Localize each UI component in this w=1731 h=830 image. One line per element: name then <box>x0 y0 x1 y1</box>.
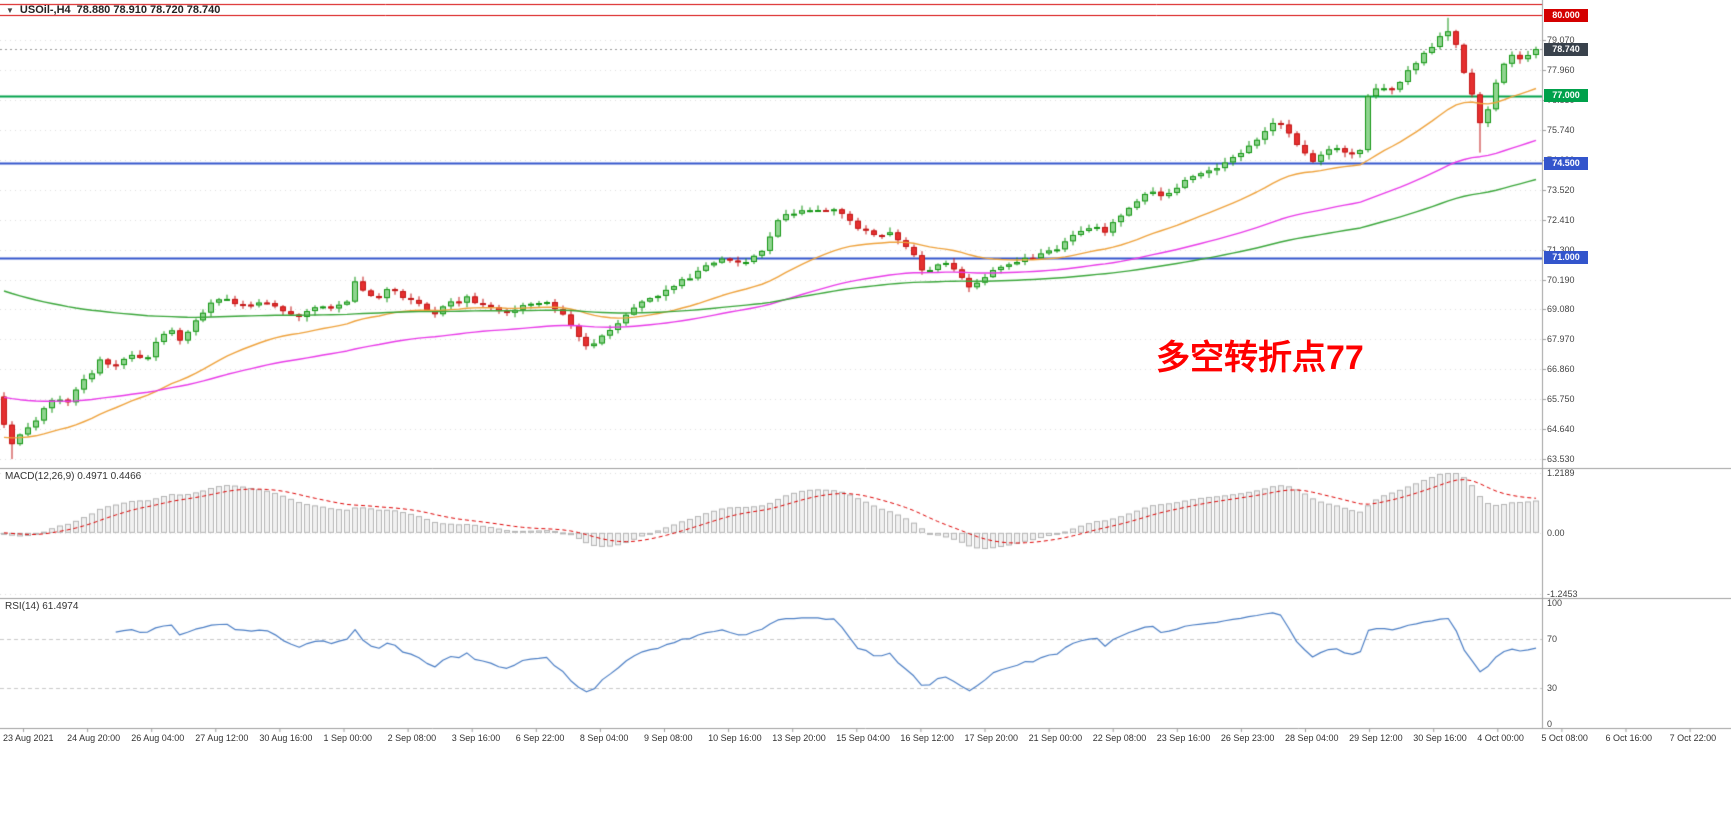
macd-axis-label: -1.2453 <box>1547 589 1578 599</box>
time-axis-label: 6 Oct 16:00 <box>1605 733 1653 743</box>
price-axis-label: 73.520 <box>1547 184 1575 195</box>
time-axis-label: 22 Sep 08:00 <box>1092 733 1147 743</box>
time-axis-label: 6 Sep 22:00 <box>515 733 565 743</box>
price-axis-label: 65.750 <box>1547 394 1575 405</box>
time-axis-label: 4 Oct 00:00 <box>1477 733 1524 743</box>
time-axis-label: 29 Sep 12:00 <box>1349 733 1403 743</box>
price-axis-label: 64.640 <box>1547 424 1575 435</box>
rsi-axis-label: 100 <box>1547 598 1563 608</box>
time-axis-label: 23 Aug 2021 <box>3 733 54 743</box>
time-axis-label: 8 Sep 04:00 <box>579 733 629 743</box>
price-level-tag-80: 80.000 <box>1544 8 1588 22</box>
time-axis-label: 10 Sep 16:00 <box>708 733 762 743</box>
time-scale[interactable]: 23 Aug 2021 24 Aug 20:00 26 Aug 04:00 27 Au… <box>0 731 1731 747</box>
time-axis-label: 27 Aug 12:00 <box>195 733 249 743</box>
price-level-tag-74_5: 74.500 <box>1544 156 1588 170</box>
price-axis-label: 77.960 <box>1547 65 1575 76</box>
time-axis-label: 21 Sep 00:00 <box>1028 733 1083 743</box>
price-axis-label: 71.300 <box>1547 244 1575 255</box>
time-axis-label: 7 Oct 22:00 <box>1669 733 1717 743</box>
time-axis-label: 13 Sep 20:00 <box>772 733 826 743</box>
macd-axis-label: 1.2189 <box>1547 468 1575 478</box>
price-axis-label: 63.530 <box>1547 454 1575 465</box>
time-axis-label: 1 Sep 00:00 <box>323 733 373 743</box>
price-axis-label: 66.860 <box>1547 364 1575 375</box>
current-price-tag: 78.740 <box>1544 42 1588 56</box>
price-axis-label: 75.740 <box>1547 124 1575 135</box>
time-axis-label: 26 Aug 04:00 <box>131 733 185 743</box>
price-axis-label: 70.190 <box>1547 274 1575 285</box>
rsi-indicator-label: RSI(14) 61.4974 <box>5 601 79 612</box>
price-axis-label: 69.080 <box>1547 304 1575 315</box>
rsi-axis-label: 0 <box>1547 719 1553 729</box>
chart-header: ▼ USOil-,H4 78.880 78.910 78.720 78.740 <box>6 4 220 16</box>
time-axis-label: 30 Aug 16:00 <box>259 733 313 743</box>
rsi-axis-label: 70 <box>1547 634 1558 645</box>
price-level-tag-77: 77.000 <box>1544 89 1588 103</box>
time-axis-label: 15 Sep 04:00 <box>836 733 890 743</box>
symbol-timeframe-label: USOil-,H4 <box>19 4 71 16</box>
symbol-dropdown-icon[interactable]: ▼ <box>6 5 14 15</box>
macd-axis-label: 0.00 <box>1547 527 1565 538</box>
time-axis-label: 24 Aug 20:00 <box>67 733 121 743</box>
time-axis-label: 28 Sep 04:00 <box>1285 733 1339 743</box>
chart-annotation-text[interactable]: 多空转折点77 <box>1156 339 1364 377</box>
time-axis-label: 17 Sep 20:00 <box>964 733 1019 743</box>
time-axis-label: 5 Oct 08:00 <box>1541 733 1588 743</box>
time-axis-label: 9 Sep 08:00 <box>644 733 693 743</box>
time-axis-label: 16 Sep 12:00 <box>900 733 954 743</box>
time-axis-label: 2 Sep 08:00 <box>387 733 437 743</box>
time-axis-label: 23 Sep 16:00 <box>1156 733 1211 743</box>
price-axis-label: 79.070 <box>1547 35 1575 46</box>
time-axis-label: 3 Sep 16:00 <box>451 733 501 743</box>
macd-indicator-label: MACD(12,26,9) 0.4971 0.4466 <box>5 471 142 482</box>
price-level-tag-71: 71.000 <box>1544 251 1588 265</box>
rsi-axis-label: 30 <box>1547 682 1558 693</box>
time-axis-label: 26 Sep 23:00 <box>1220 733 1275 743</box>
price-axis-label: 72.410 <box>1547 214 1575 225</box>
ohlc-values: 78.880 78.910 78.720 78.740 <box>76 4 221 16</box>
time-axis-label: 30 Sep 16:00 <box>1413 733 1467 743</box>
price-axis-label: 67.970 <box>1547 334 1575 345</box>
